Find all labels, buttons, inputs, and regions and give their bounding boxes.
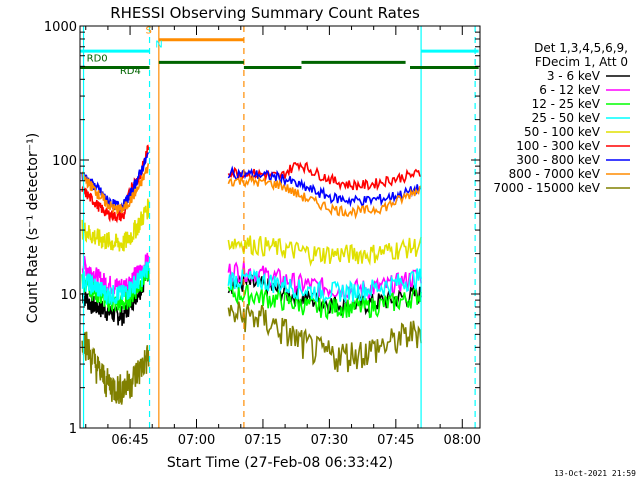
flag-label-rd0: RD0 (87, 53, 108, 64)
series-line-b (227, 165, 422, 208)
legend-label: 3 - 6 keV (547, 69, 601, 83)
flag-label-s: S (146, 25, 152, 36)
legend-label: 12 - 25 keV (532, 97, 601, 111)
x-tick-label: 06:45 (111, 433, 148, 448)
axes-layer: 1 10 100 1000 06:45 07:00 07:15 07:30 07:45 08:00 (44, 20, 481, 448)
flag-label-rd4: RD4 (120, 66, 141, 77)
y-axis-label: Count Rate (s⁻¹ detector⁻¹) (25, 133, 41, 323)
series-line-a (81, 331, 150, 405)
series-800-7000- (81, 162, 422, 220)
chart-title: RHESSI Observing Summary Count Rates (110, 4, 420, 22)
series-300-800- (81, 152, 422, 213)
plot-frame (79, 25, 481, 429)
y-tick-label: 100 (52, 154, 77, 169)
y-tick-label: 1 (69, 422, 77, 437)
legend-header-line: FDecim 1, Att 0 (535, 55, 628, 69)
x-tick-label: 07:15 (244, 433, 281, 448)
series-line-a (81, 152, 149, 213)
series-layer (81, 144, 422, 405)
series-line-b (227, 284, 422, 321)
legend-label: 6 - 12 keV (539, 83, 601, 97)
series-line-a (81, 162, 150, 215)
series-25-50- (81, 261, 422, 305)
series-line-b (227, 260, 422, 300)
series-7000-15000- (81, 301, 422, 405)
x-tick-label: 07:45 (377, 433, 414, 448)
series-line-a (81, 261, 150, 305)
series-50-100- (81, 198, 422, 267)
series-line-a (81, 198, 150, 252)
series-line-b (227, 235, 422, 267)
flag-label-n: N (155, 40, 162, 51)
series-line-b (227, 161, 422, 192)
legend: Det 1,3,4,5,6,9,FDecim 1, Att 03 - 6 keV… (493, 41, 630, 195)
legend-label: 7000 - 15000 keV (493, 181, 600, 195)
legend-label: 300 - 800 keV (516, 153, 600, 167)
legend-label: 25 - 50 keV (532, 111, 601, 125)
timestamp-footer: 13-Oct-2021 21:59 (554, 469, 636, 478)
x-tick-label: 07:30 (311, 433, 348, 448)
x-tick-label: 08:00 (444, 433, 481, 448)
legend-label: 800 - 7000 keV (509, 167, 601, 181)
legend-label: 50 - 100 keV (524, 125, 601, 139)
legend-label: 100 - 300 keV (516, 139, 600, 153)
x-tick-label: 07:00 (178, 433, 215, 448)
annotation-layer: SN RD0 RD4 (80, 25, 479, 428)
y-tick-label: 10 (60, 288, 77, 303)
series-line-b (227, 301, 422, 373)
x-axis-label: Start Time (27-Feb-08 06:33:42) (167, 455, 393, 471)
series-line-b (227, 174, 422, 220)
legend-header-line: Det 1,3,4,5,6,9, (534, 41, 628, 55)
y-tick-label: 1000 (44, 20, 77, 35)
series-line-b (227, 268, 422, 304)
